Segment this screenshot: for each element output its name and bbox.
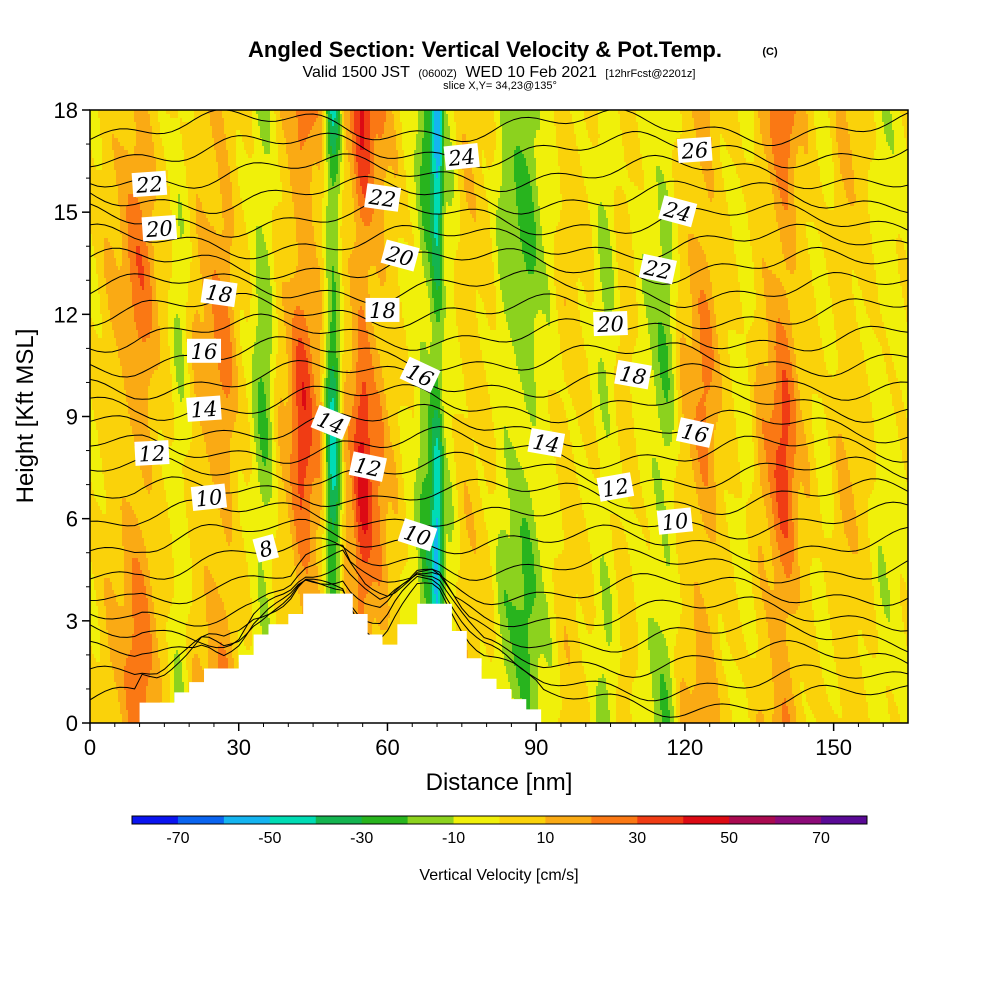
chart-subtitle: Valid 1500 JST (0600Z) WED 10 Feb 2021 […	[303, 64, 696, 81]
valid-date: WED 10 Feb 2021	[465, 64, 597, 81]
cross-section-chart: Angled Section: Vertical Velocity & Pot.…	[0, 0, 1000, 1000]
forecast-info: [12hrFcst@2201z]	[605, 68, 695, 80]
valid-prefix: Valid 1500 JST	[303, 64, 411, 81]
copyright-mark: (C)	[762, 46, 778, 58]
chart-title: Angled Section: Vertical Velocity & Pot.…	[248, 37, 722, 62]
slice-info: slice X,Y= 34,23@135°	[443, 80, 557, 92]
valid-utc: (0600Z)	[418, 68, 457, 80]
